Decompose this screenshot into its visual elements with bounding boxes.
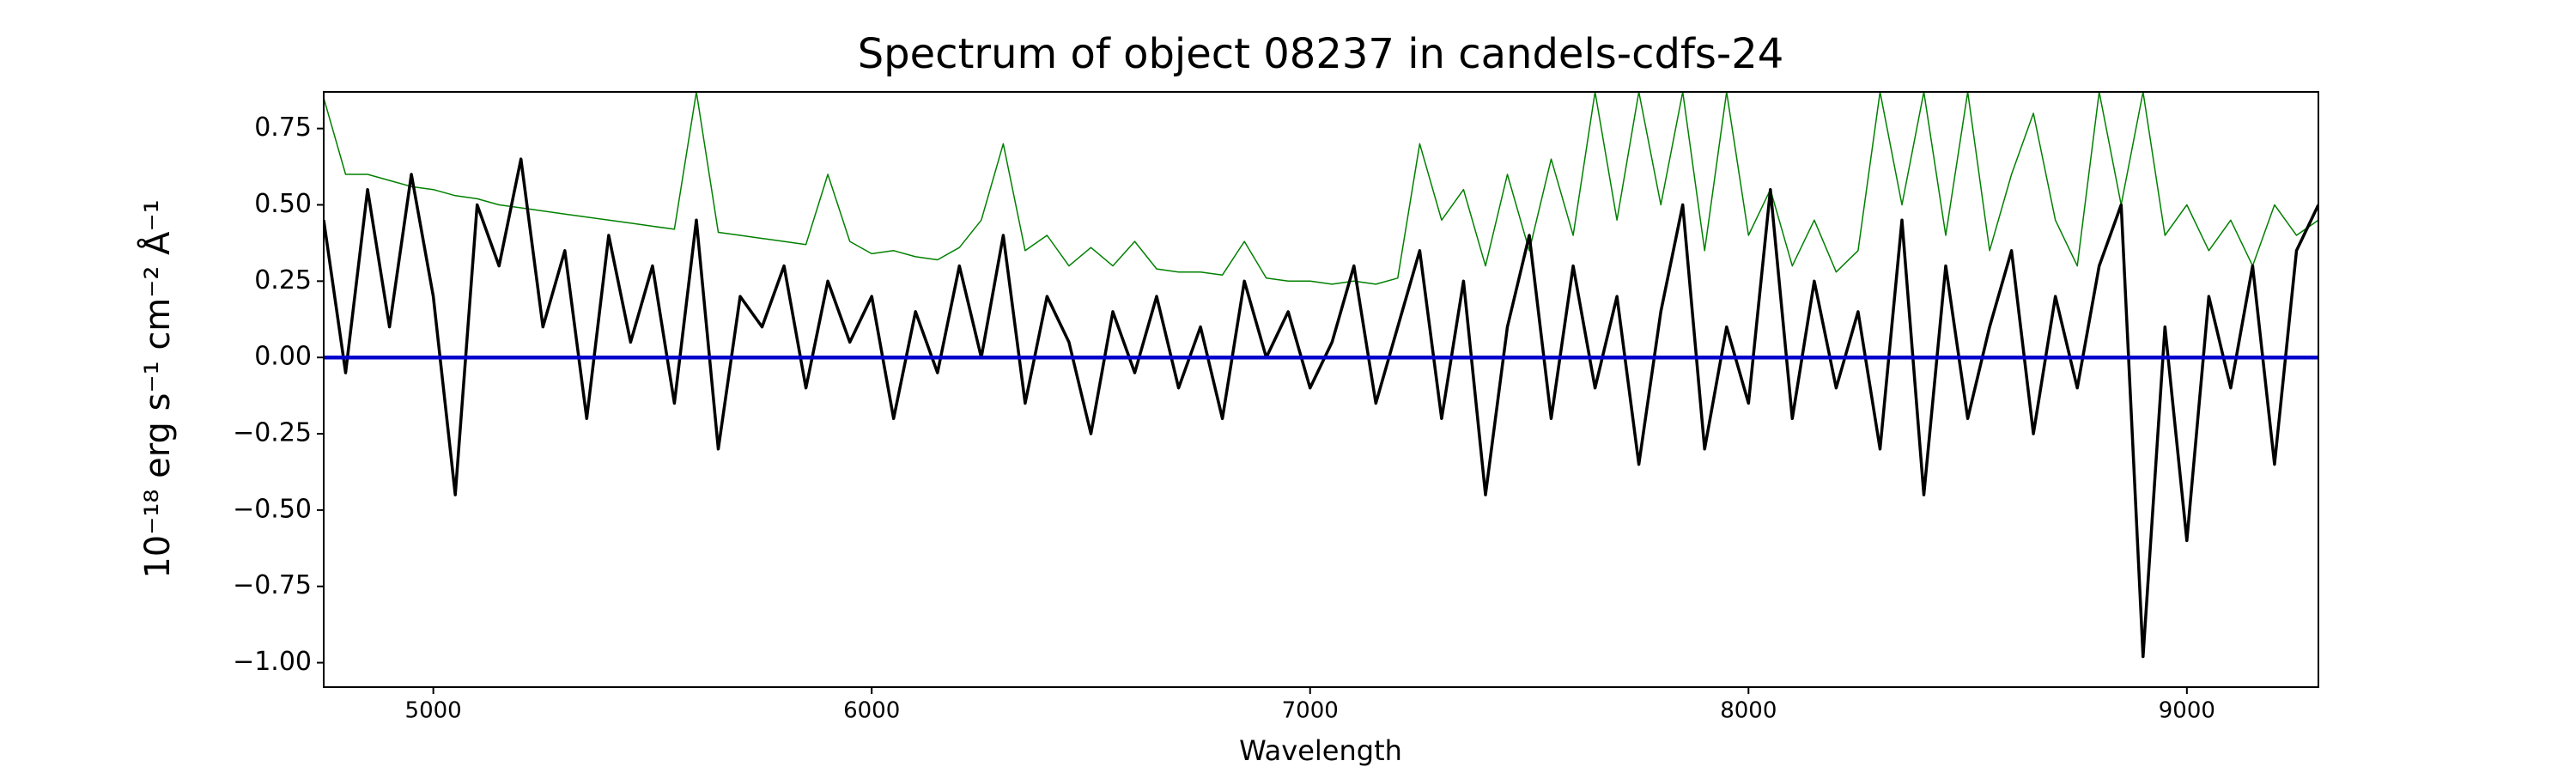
plot-area <box>324 92 2318 659</box>
chart-title: Spectrum of object 08237 in candels-cdfs… <box>858 30 1784 78</box>
x-tick-label: 7000 <box>1282 698 1339 724</box>
series-line <box>324 157 2318 659</box>
x-axis-label: Wavelength <box>1239 734 1402 767</box>
series-line <box>324 92 2318 285</box>
x-tick-label: 9000 <box>2159 698 2215 724</box>
x-tick-label: 8000 <box>1720 698 1777 724</box>
y-tick-label: −0.50 <box>233 494 312 524</box>
y-tick-label: −0.25 <box>233 418 312 448</box>
y-tick-label: 0.50 <box>254 189 312 219</box>
x-tick-label: 5000 <box>405 698 462 724</box>
y-tick-label: 0.00 <box>254 342 312 372</box>
y-tick-label: −0.75 <box>233 570 312 600</box>
x-tick-label: 6000 <box>843 698 900 724</box>
y-axis-label: 10⁻¹⁸ erg s⁻¹ cm⁻² Å⁻¹ <box>137 199 178 578</box>
plot-frame <box>323 91 2319 688</box>
y-tick-label: 0.25 <box>254 265 312 295</box>
y-tick-label: −1.00 <box>233 647 312 677</box>
y-tick-label: 0.75 <box>254 113 312 143</box>
